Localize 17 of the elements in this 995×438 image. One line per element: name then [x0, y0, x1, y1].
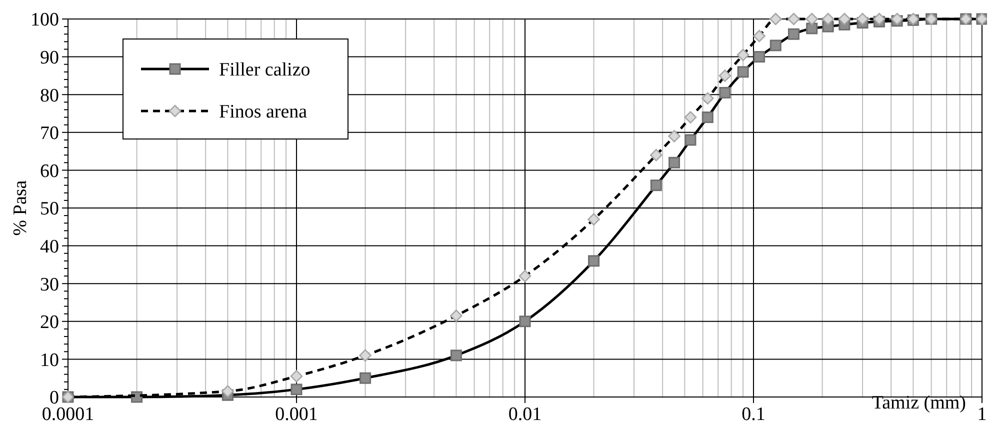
- y-tick-label: 30: [40, 274, 59, 296]
- x-tick-label: 1: [977, 404, 987, 425]
- x-tick-label: 0.001: [275, 404, 318, 425]
- y-tick-label: 50: [40, 198, 59, 220]
- x-tick-label: 0.01: [508, 404, 542, 425]
- x-tick-label: 0.1: [742, 404, 766, 425]
- y-tick-label: 10: [40, 350, 59, 371]
- y-tick-label: 20: [40, 312, 59, 334]
- legend-label: Finos arena: [219, 102, 308, 123]
- y-tick-label: 60: [40, 160, 59, 182]
- y-axis-title: % Pasa: [10, 180, 31, 236]
- y-tick-label: 80: [40, 85, 59, 106]
- y-tick-label: 90: [40, 47, 59, 68]
- legend-label: Filler calizo: [219, 60, 310, 81]
- y-tick-label: 40: [40, 236, 59, 258]
- y-tick-label: 70: [40, 123, 59, 144]
- y-tick-label: 100: [30, 10, 59, 31]
